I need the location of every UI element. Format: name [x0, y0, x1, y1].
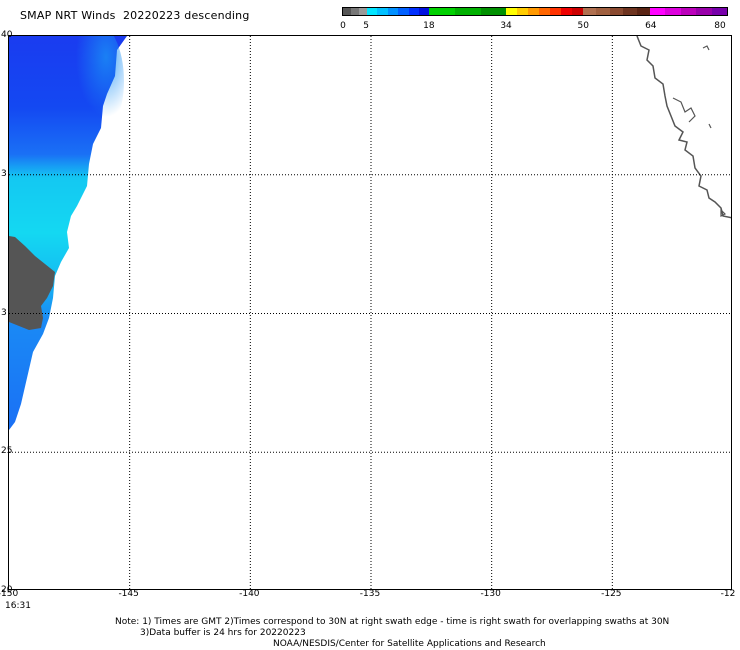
latitude-tick-label: 40 — [1, 30, 13, 40]
colorbar-swatch — [367, 8, 378, 15]
colorbar-swatch — [429, 8, 455, 15]
latitude-tick-label: 3 — [1, 307, 7, 318]
colorbar-label: 34 — [500, 21, 512, 31]
latitude-tick-label: 20 — [1, 585, 13, 595]
coastline — [636, 36, 731, 219]
colorbar-swatch — [711, 8, 727, 15]
bay-inlet — [672, 97, 696, 123]
colorbar-swatch — [539, 8, 550, 15]
longitude-tick-label: -135 — [359, 589, 381, 599]
rain-flag-region — [9, 236, 55, 330]
colorbar-label: 0 — [340, 21, 346, 31]
colorbar-swatch — [359, 8, 367, 15]
wind-speed-colorbar — [342, 7, 728, 16]
colorbar-swatch — [680, 8, 697, 15]
colorbar-label: 18 — [423, 21, 435, 31]
wind-map — [8, 35, 732, 590]
colorbar-swatch — [377, 8, 388, 15]
colorbar-swatch — [398, 8, 409, 15]
colorbar-swatch — [550, 8, 561, 15]
longitude-tick-label: -125 — [601, 589, 622, 599]
map-canvas — [9, 36, 731, 589]
colorbar-swatch — [351, 8, 359, 15]
footnote-line-2: 3)Data buffer is 24 hrs for 20220223 — [140, 628, 306, 638]
colorbar-swatch — [517, 8, 529, 15]
colorbar-swatch — [623, 8, 637, 15]
pass-time: 16:31 — [5, 601, 31, 611]
colorbar-swatch — [387, 8, 399, 15]
colorbar-swatch — [418, 8, 430, 15]
colorbar-swatch — [454, 8, 481, 15]
map-title: SMAP NRT Winds 20220223 descending — [20, 9, 250, 22]
colorbar-swatch — [582, 8, 597, 15]
colorbar-label: 80 — [714, 21, 726, 31]
colorbar-swatch — [528, 8, 540, 15]
colorbar-swatch — [506, 8, 518, 15]
footnote-line-1: Note: 1) Times are GMT 2)Times correspon… — [115, 617, 670, 627]
graticule — [9, 36, 731, 589]
colorbar-swatch — [560, 8, 572, 15]
wind-swath-highlight — [64, 36, 124, 141]
colorbar-label: 64 — [645, 21, 657, 31]
island — [708, 123, 712, 129]
colorbar-swatch — [408, 8, 419, 15]
colorbar-label: 50 — [577, 21, 589, 31]
island — [702, 45, 710, 51]
latitude-tick-label: 3 — [1, 168, 7, 179]
colorbar-swatch — [650, 8, 666, 15]
colorbar-swatch — [696, 8, 712, 15]
colorbar-label: 5 — [363, 21, 369, 31]
footnote: Note: 1) Times are GMT 2)Times correspon… — [115, 617, 669, 650]
colorbar-swatch — [480, 8, 507, 15]
longitude-tick-label: -145 — [118, 589, 139, 599]
island — [720, 208, 727, 217]
colorbar-swatch — [596, 8, 610, 15]
longitude-tick-label: -130 — [480, 589, 501, 599]
colorbar-swatch — [343, 8, 351, 15]
colorbar-swatch — [665, 8, 681, 15]
longitude-tick-label: -140 — [239, 589, 260, 599]
longitude-tick-label: -12 — [720, 589, 736, 599]
latitude-tick-label: 25 — [1, 446, 13, 457]
footnote-line-3: NOAA/NESDIS/Center for Satellite Applica… — [273, 639, 546, 649]
colorbar-swatch — [571, 8, 583, 15]
colorbar-swatch — [609, 8, 624, 15]
longitude-tick-label: -150 — [0, 589, 19, 599]
colorbar-swatch — [636, 8, 651, 15]
